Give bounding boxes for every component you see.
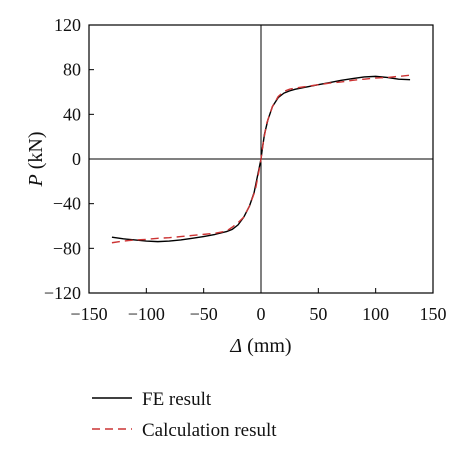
legend-item-calculation: Calculation result: [92, 420, 277, 441]
x-tick-label: 150: [420, 304, 447, 324]
x-tick-label: 50: [309, 304, 327, 324]
x-tick-label: −50: [190, 304, 218, 324]
y-tick-label: 0: [72, 149, 81, 169]
x-tick-label: −100: [128, 304, 165, 324]
y-axis-unit: (kN): [25, 132, 47, 175]
legend-label-calculation: Calculation result: [142, 420, 277, 441]
x-tick-label: −150: [70, 304, 107, 324]
y-tick-label: −80: [53, 238, 81, 258]
y-tick-label: 120: [54, 15, 81, 35]
y-axis-symbol: P: [25, 174, 47, 187]
legend-label-fe: FE result: [142, 389, 212, 410]
y-tick-label: −120: [44, 283, 81, 303]
x-axis-symbol: Δ: [229, 335, 242, 357]
x-axis-label: Δ (mm): [229, 335, 291, 357]
x-tick-label: 100: [362, 304, 389, 324]
series-lines: [111, 74, 411, 244]
y-tick-label: 80: [63, 60, 81, 80]
x-tick-label: 0: [257, 304, 266, 324]
plot-area: −150 −100 −50 0 50 100 150 −120 −80 −40 0 40 80 120: [44, 15, 447, 324]
x-ticks: −150 −100 −50 0 50 100 150: [70, 288, 447, 324]
calculation-result-line: [111, 74, 411, 244]
y-tick-label: 40: [63, 104, 81, 124]
legend: FE result Calculation result: [92, 389, 277, 441]
legend-item-fe: FE result: [92, 389, 212, 410]
y-ticks: −120 −80 −40 0 40 80 120: [44, 15, 94, 303]
y-axis-label: P (kN): [25, 132, 47, 188]
y-tick-label: −40: [53, 194, 81, 214]
x-axis-unit: (mm): [242, 335, 291, 357]
